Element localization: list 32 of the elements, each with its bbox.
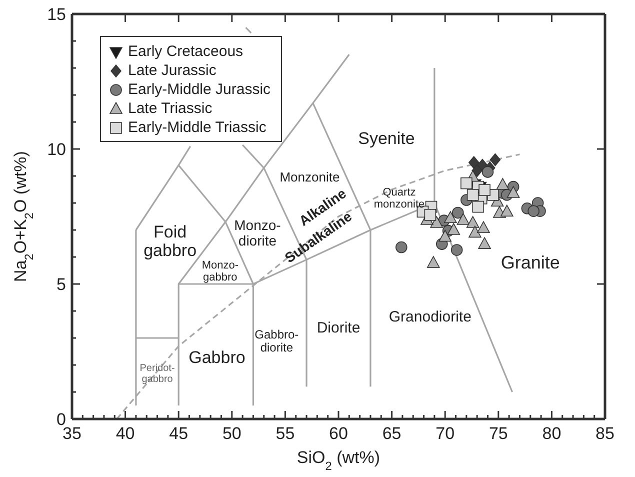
annotation: Monzo- diorite (234, 216, 282, 248)
legend-label: Late Jurassic (128, 61, 216, 80)
annotation: Peridot- gabbro (140, 363, 175, 386)
annotation: Granite (500, 252, 560, 273)
x-tick-label: 75 (488, 424, 508, 443)
x-tick-label: 80 (542, 424, 562, 443)
x-tick-label: 60 (329, 424, 348, 443)
y-tick-label: 10 (47, 140, 66, 159)
annotation: Monzonite (280, 170, 340, 185)
annotation: Gabbro- diorite (254, 327, 299, 354)
annotation: Granodiorite (388, 308, 472, 326)
annotation: Monzo- gabbro (202, 259, 239, 284)
x-tick-label: 35 (62, 424, 82, 443)
annotation: Gabbro (188, 348, 246, 367)
legend-label: Early Cretaceous (128, 42, 244, 61)
x-tick-label: 45 (169, 424, 188, 443)
legend-label: Early-Middle Jurassic (128, 80, 271, 99)
x-tick-label: 85 (596, 424, 614, 443)
annotation: Diorite (316, 319, 360, 336)
x-tick-label: 55 (276, 424, 295, 443)
y-tick-label: 15 (47, 5, 66, 24)
annotation: Syenite (358, 129, 415, 148)
y-tick-label: 5 (56, 275, 66, 294)
legend-label: Early-Middle Triassic (128, 118, 266, 137)
x-tick-label: 40 (116, 424, 135, 443)
annotation: Quartz monzonite (374, 186, 425, 210)
annotation: Foid gabbro (144, 222, 197, 260)
x-tick-label: 50 (222, 424, 242, 443)
legend-label: Late Triassic (128, 99, 212, 118)
x-tick-label: 70 (436, 424, 455, 443)
x-tick-label: 65 (382, 424, 402, 443)
x-axis-title: SiO$_{2}$ (wt%) (296, 448, 380, 473)
